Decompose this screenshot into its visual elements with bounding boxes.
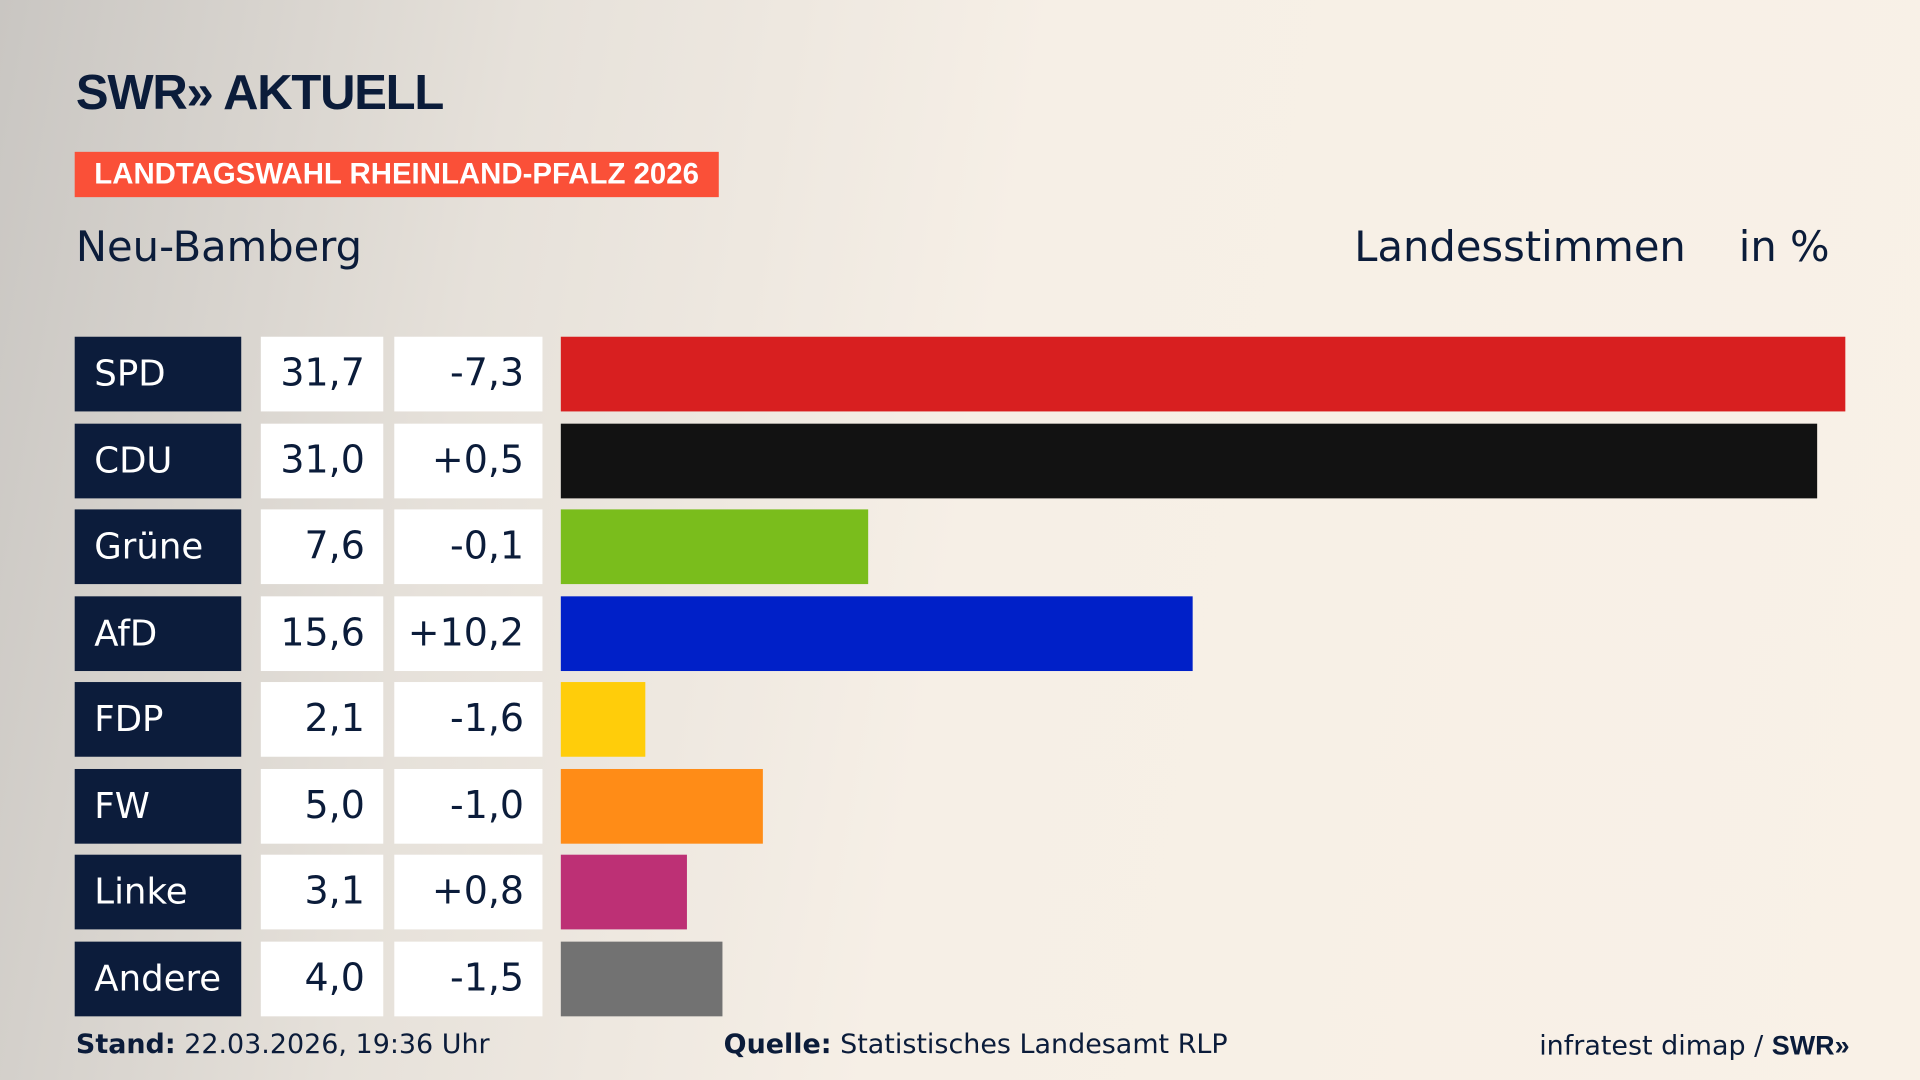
change-label: -7,3 [394,336,543,412]
source-value: Statistisches Landesamt RLP [840,1029,1228,1061]
party-label: AfD [74,595,242,671]
value-label: 7,6 [260,509,384,585]
value-label: 4,0 [260,941,384,1016]
value-label: 5,0 [260,768,384,844]
change-label: -1,6 [394,682,543,757]
party-label: Linke [74,854,242,930]
stand-label: Stand: [75,1029,176,1061]
bar [560,682,646,757]
bar [560,941,723,1016]
party-label: SPD [74,336,242,412]
bar [560,509,869,585]
party-label: FDP [74,682,242,757]
value-label: 31,7 [260,336,384,412]
bar [560,595,1193,671]
value-label: 2,1 [260,682,384,757]
party-label: Grüne [74,509,242,585]
swr-logo: SWR» [1771,1029,1850,1061]
party-label: CDU [74,423,242,498]
change-label: +0,5 [394,423,543,498]
change-label: +10,2 [394,595,543,671]
bar [560,336,1846,412]
credit-text: infratest dimap / [1539,1031,1764,1062]
change-label: -1,0 [394,768,543,844]
bar [560,768,764,844]
credit: infratest dimap / SWR» [1539,1030,1849,1062]
party-label: Andere [74,941,242,1016]
change-label: +0,8 [394,854,543,930]
value-label: 3,1 [260,854,384,930]
change-label: -0,1 [394,509,543,585]
swr-aktuell-logo: SWR» AKTUELL [75,66,444,121]
party-label: FW [74,768,242,844]
value-label: 31,0 [260,423,384,498]
bar [560,854,687,930]
bar [560,423,1817,498]
value-label: 15,6 [260,595,384,671]
stand-value: 22.03.2026, 19:36 Uhr [184,1029,490,1061]
timestamp: Stand: 22.03.2026, 19:36 Uhr [76,1030,490,1061]
unit-label: in % [1738,222,1830,272]
region-title: Neu-Bamberg [75,222,363,272]
source-label: Quelle: [723,1029,832,1061]
measure-label: Landesstimmen [1354,222,1686,272]
change-label: -1,5 [394,941,543,1016]
election-banner: LANDTAGSWAHL RHEINLAND-PFALZ 2026 [74,151,719,198]
source: Quelle: Statistisches Landesamt RLP [724,1030,1228,1061]
